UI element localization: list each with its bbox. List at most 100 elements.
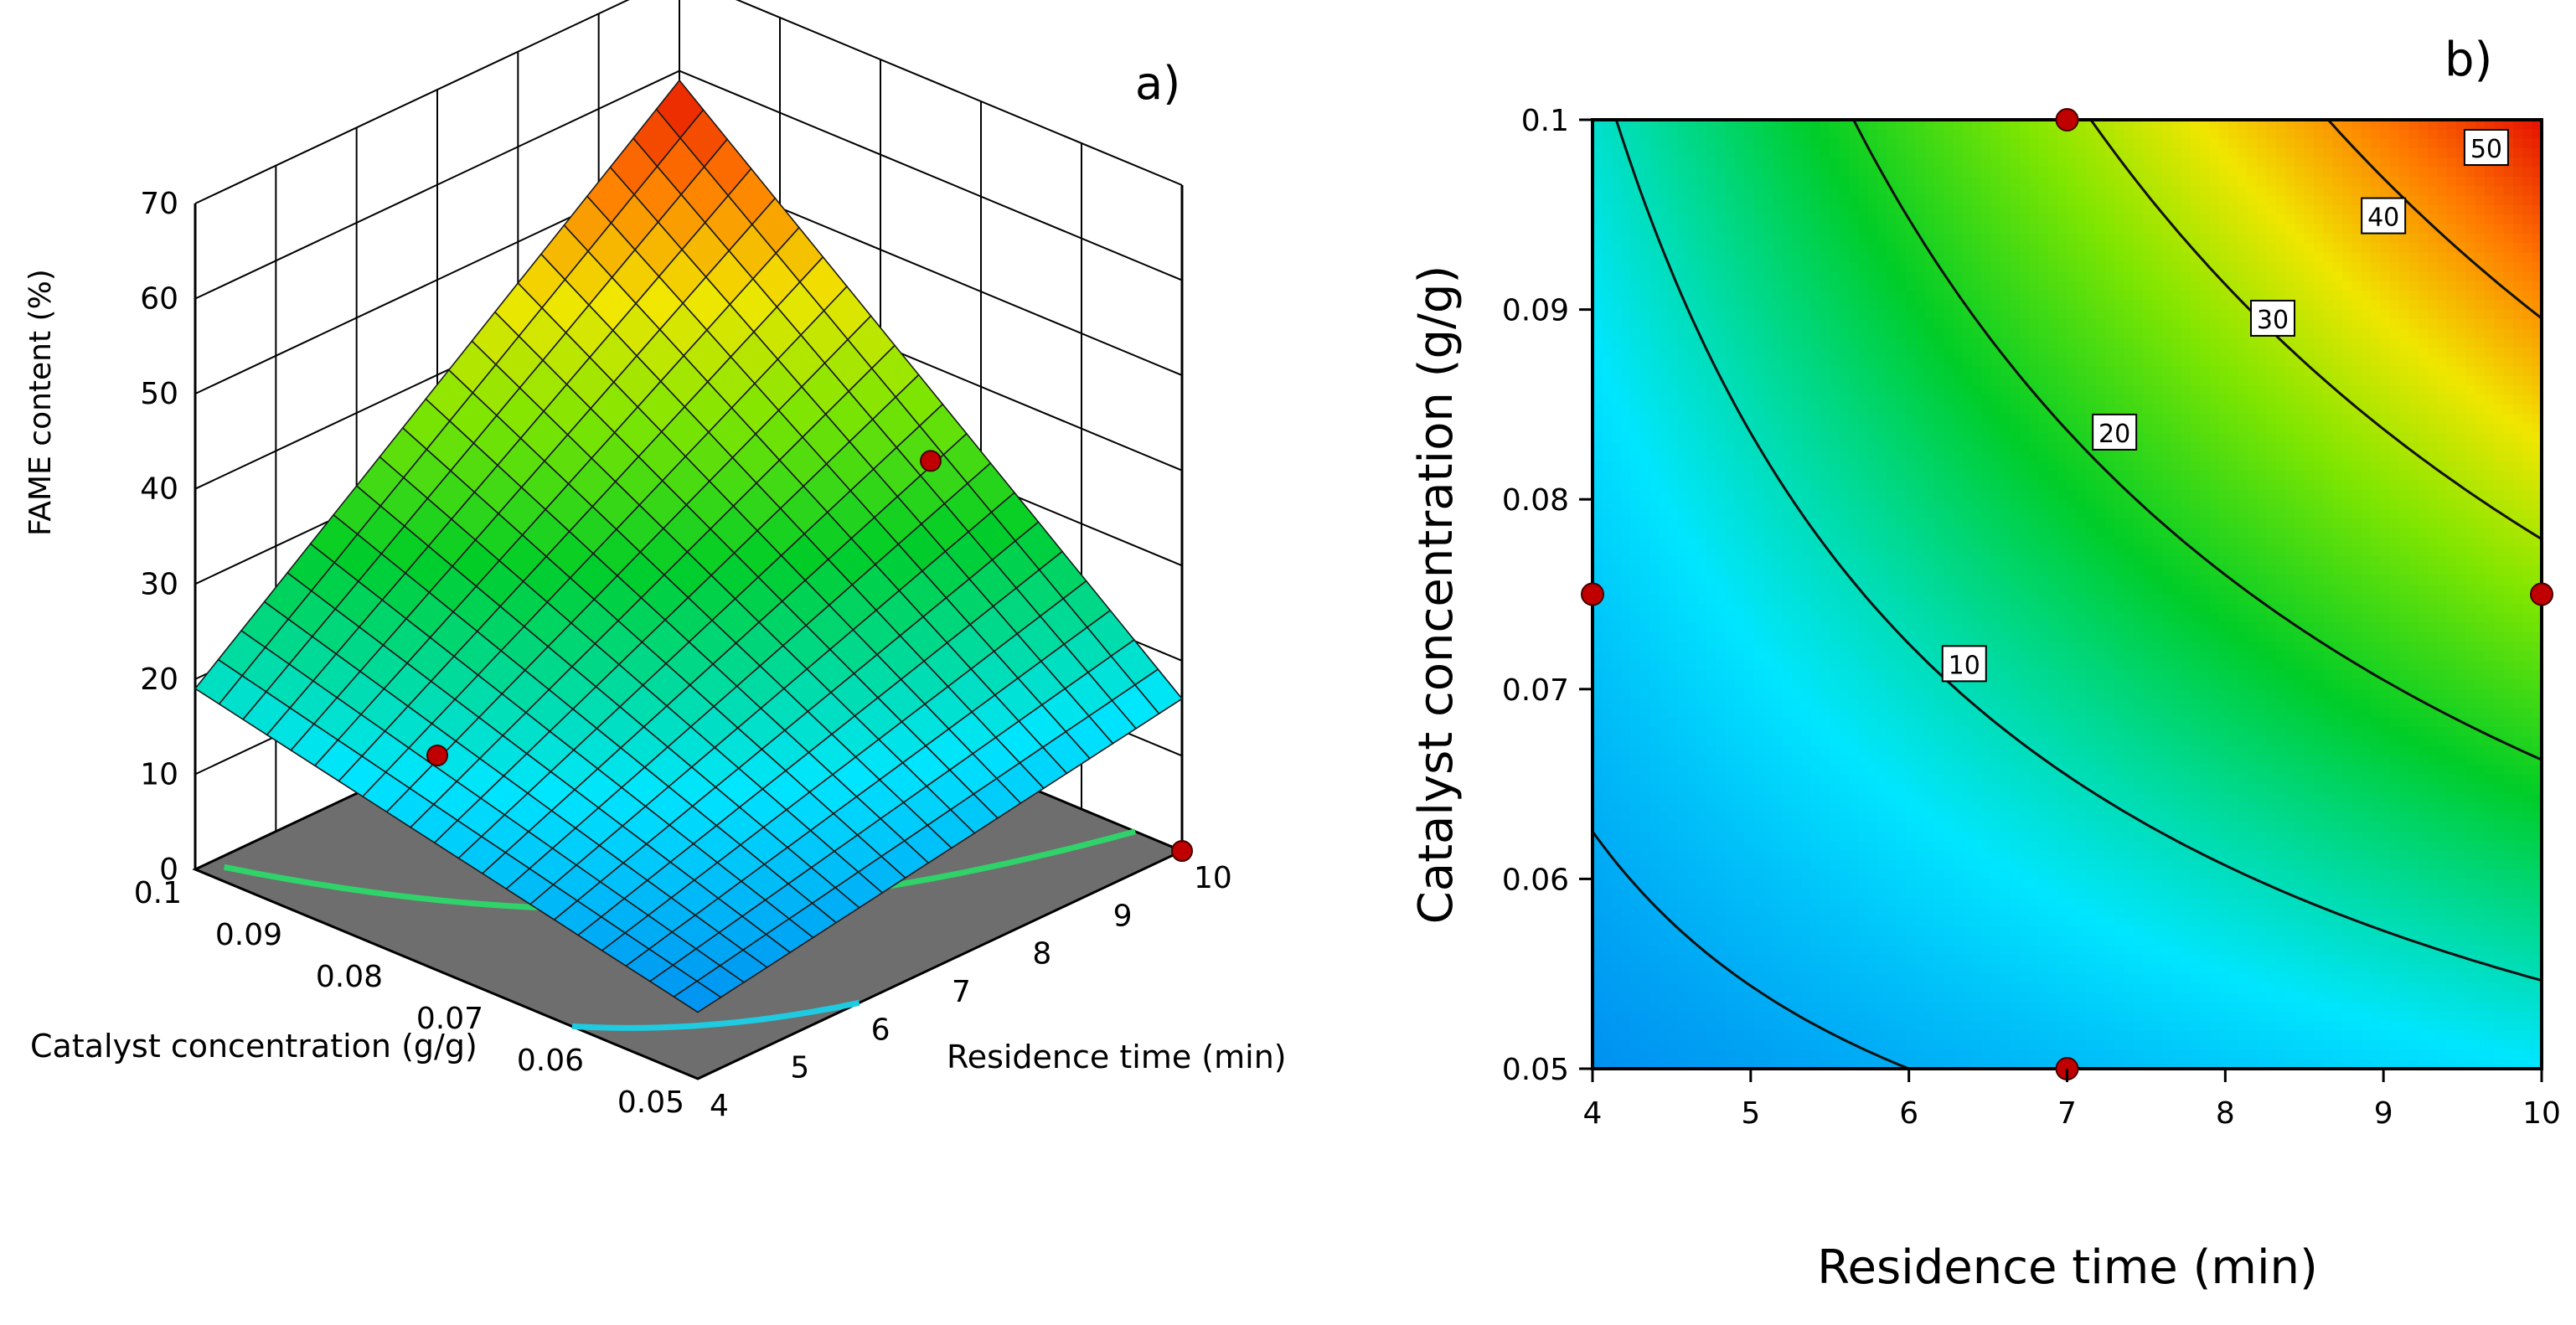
color-cell: [1630, 585, 1641, 595]
color-cell: [1773, 261, 1784, 272]
color-cell: [1944, 176, 1954, 187]
color-cell: [1773, 632, 1784, 642]
color-cell: [1924, 992, 1935, 1003]
color-cell: [1915, 727, 1926, 738]
color-cell: [1725, 936, 1736, 946]
color-cell: [1944, 375, 1954, 386]
color-cell: [1677, 755, 1688, 766]
color-cell: [1915, 366, 1926, 377]
color-cell: [1791, 679, 1802, 690]
color-cell: [1830, 300, 1840, 311]
color-cell: [1820, 822, 1830, 833]
color-cell: [1630, 926, 1641, 936]
color-cell: [1924, 869, 1935, 879]
color-cell: [1981, 414, 1992, 425]
color-cell: [1753, 309, 1764, 320]
color-cell: [1867, 651, 1878, 662]
color-cell: [1630, 157, 1641, 168]
color-cell: [1981, 936, 1992, 946]
color-cell: [1734, 1040, 1745, 1050]
color-cell: [1696, 594, 1707, 605]
color-cell: [1981, 120, 1992, 130]
color-cell: [1782, 651, 1793, 662]
color-cell: [1791, 841, 1802, 852]
color-cell: [1896, 261, 1907, 272]
color-cell: [1706, 451, 1716, 462]
color-cell: [1981, 271, 1992, 282]
color-cell: [1649, 622, 1660, 633]
color-cell: [1820, 528, 1830, 539]
color-cell: [1858, 802, 1869, 813]
color-cell: [1773, 556, 1784, 567]
color-cell: [1990, 660, 2001, 671]
color-cell: [1620, 423, 1631, 434]
color-cell: [1933, 973, 1944, 984]
color-cell: [1649, 594, 1660, 605]
color-cell: [1858, 394, 1869, 405]
color-cell: [1639, 973, 1650, 984]
color-cell: [1744, 765, 1755, 776]
color-cell: [1773, 812, 1784, 823]
color-cell: [1773, 347, 1784, 358]
color-cell: [1744, 632, 1755, 642]
color-cell: [1696, 214, 1707, 225]
color-cell: [1734, 802, 1745, 813]
color-cell: [1734, 879, 1745, 889]
color-cell: [1791, 167, 1802, 178]
color-cell: [1639, 224, 1650, 235]
color-cell: [1677, 727, 1688, 738]
color-cell: [1725, 793, 1736, 804]
color-cell: [1820, 432, 1830, 443]
color-cell: [1668, 366, 1679, 377]
color-cell: [1725, 528, 1736, 539]
color-cell: [1953, 622, 1964, 633]
color-cell: [1639, 556, 1650, 567]
color-cell: [1915, 660, 1926, 671]
color-cell: [1677, 214, 1688, 225]
color-cell: [1753, 660, 1764, 671]
color-cell: [1602, 708, 1613, 719]
color-cell: [1905, 679, 1916, 690]
color-cell: [1753, 765, 1764, 776]
color-cell: [1839, 442, 1850, 453]
color-cell: [1782, 765, 1793, 776]
color-cell: [1649, 186, 1660, 197]
color-cell: [1744, 736, 1755, 747]
color-cell: [1972, 252, 1983, 263]
color-cell: [1763, 385, 1773, 396]
color-cell: [1602, 613, 1613, 624]
color-cell: [1687, 157, 1698, 168]
color-cell: [1981, 404, 1992, 415]
color-cell: [2000, 233, 2011, 244]
color-cell: [1839, 765, 1850, 776]
color-cell: [1716, 660, 1727, 671]
color-cell: [1867, 338, 1878, 348]
color-cell: [1858, 888, 1869, 899]
color-cell: [1753, 784, 1764, 795]
color-cell: [1887, 261, 1897, 272]
color-cell: [1773, 138, 1784, 149]
color-cell: [1830, 1021, 1840, 1032]
color-cell: [1687, 318, 1698, 329]
color-cell: [2010, 1021, 2021, 1032]
color-cell: [1668, 945, 1679, 956]
color-cell: [1734, 252, 1745, 263]
color-cell: [1877, 964, 1887, 975]
color-cell: [1687, 679, 1698, 690]
color-cell: [1848, 480, 1859, 491]
color-cell: [1972, 157, 1983, 168]
color-cell: [1753, 366, 1764, 377]
color-cell: [1725, 375, 1736, 386]
color-cell: [1668, 309, 1679, 320]
color-cell: [1877, 565, 1887, 576]
color-cell: [1716, 508, 1727, 519]
color-cell: [1611, 973, 1622, 984]
color-cell: [1668, 442, 1679, 453]
color-cell: [1593, 936, 1603, 946]
color-cell: [1953, 442, 1964, 453]
color-cell: [1848, 859, 1859, 870]
color-cell: [1944, 793, 1954, 804]
color-cell: [1933, 822, 1944, 833]
color-cell: [1877, 129, 1887, 140]
